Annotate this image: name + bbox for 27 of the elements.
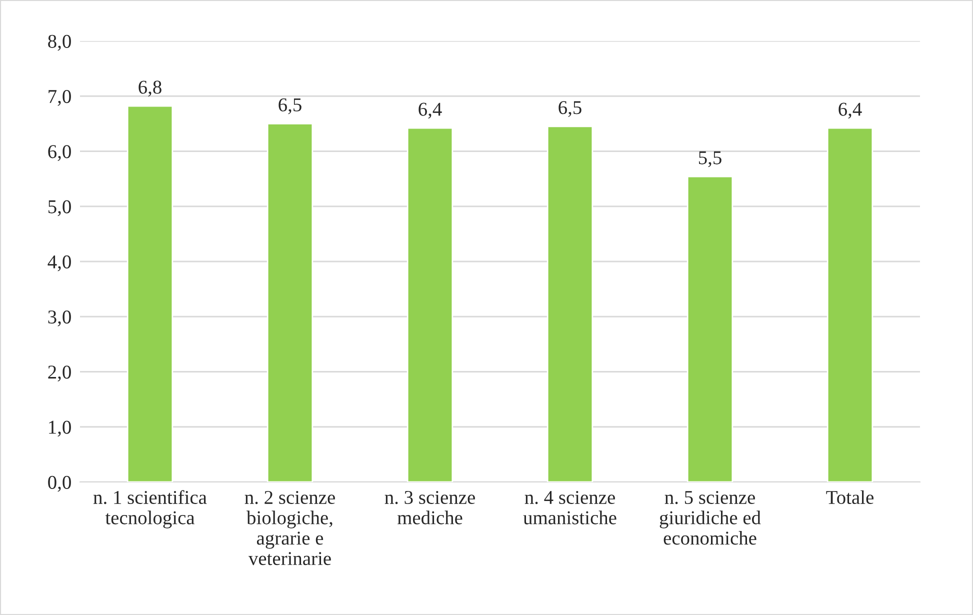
y-tick-label: 3,0 — [48, 310, 71, 326]
y-tick-label: 0,0 — [48, 476, 71, 492]
x-tick-label: n. 3 scienze mediche — [384, 490, 475, 524]
data-label: 6,8 — [138, 80, 162, 97]
x-tick-label: n. 2 scienze biologiche, agrarie e veterinarie — [244, 490, 335, 566]
bar — [126, 105, 174, 482]
y-tick-label: 4,0 — [48, 255, 71, 272]
bar — [406, 127, 454, 482]
y-tick-label: 2,0 — [48, 366, 71, 382]
bar — [826, 127, 874, 482]
x-tick-label: n. 4 scienze umanistiche — [523, 490, 616, 524]
x-tick-label: Totale — [826, 490, 874, 504]
data-label: 6,4 — [418, 102, 442, 119]
data-label: 5,5 — [698, 151, 722, 168]
y-tick-label: 5,0 — [48, 200, 71, 216]
data-label: 6,5 — [558, 101, 582, 117]
bar — [266, 122, 314, 482]
x-tick-label: n. 1 scientifica tecnologica — [93, 490, 207, 528]
y-tick-label: 7,0 — [48, 90, 71, 106]
data-label: 6,5 — [278, 98, 302, 114]
data-label: 6,4 — [838, 102, 862, 119]
y-tick-label: 1,0 — [49, 420, 71, 437]
bar — [546, 126, 594, 482]
bar — [686, 176, 734, 482]
y-tick-label: 8,0 — [48, 34, 71, 51]
y-tick-label: 6,0 — [48, 145, 71, 161]
x-tick-label: n. 5 scienze giuridiche ed economiche — [660, 490, 761, 545]
